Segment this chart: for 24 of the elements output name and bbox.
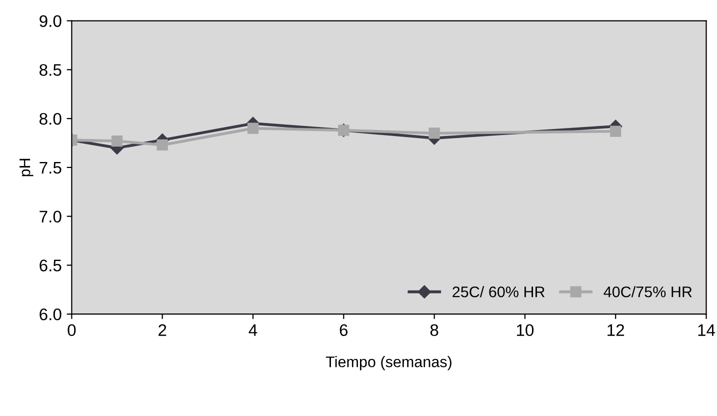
point [156,139,168,151]
x-tick-label: 8 [430,324,438,336]
y-tick-label: 7.5 [40,162,62,174]
x-tick-label: 14 [698,324,716,336]
x-tick-label: 4 [248,324,258,336]
point [610,126,622,137]
x-tick-label: 12 [608,324,624,336]
y-axis-title: pH [20,158,34,176]
x-tick-label: 0 [68,324,76,336]
x-tick-label: 2 [158,324,166,336]
y-tick-label: 8.5 [40,64,62,76]
point [428,128,440,139]
point [247,122,259,134]
legend-label: 40C/75% HR [604,286,692,298]
point [111,135,123,147]
y-tick-label: 9.0 [40,15,62,28]
y-tick-label: 6.0 [40,308,62,320]
x-tick-label: 6 [340,324,348,336]
x-axis-title: Tiempo (semanas) [326,356,452,370]
y-tick-label: 7.0 [40,210,62,223]
legend-label: 25C/ 60% HR [452,286,545,298]
y-tick-label: 8.0 [40,112,62,125]
y-tick-label: 6.5 [40,260,62,272]
x-tick-label: 10 [516,324,534,336]
